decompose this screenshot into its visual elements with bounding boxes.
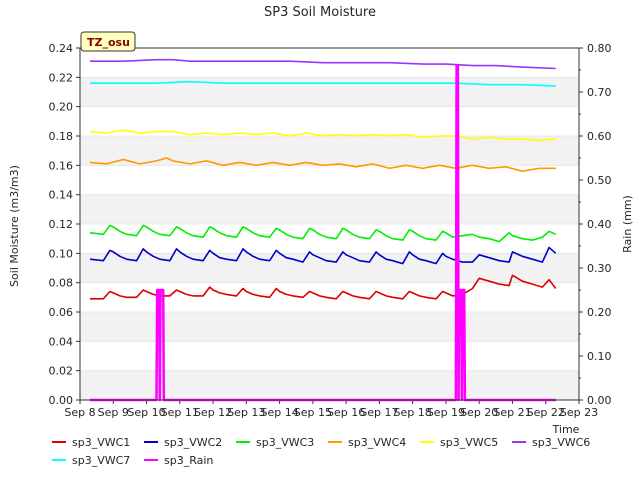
grid-band [80,312,579,342]
y2-tick-label: 0.60 [587,130,612,143]
y-tick-label: 0.18 [49,130,74,143]
y-tick-label: 0.22 [49,71,74,84]
y-tick-label: 0.10 [49,247,74,260]
plot-frame [79,47,580,401]
y2-axis-label: Rain (mm) [621,195,634,253]
y-tick-label: 0.24 [49,42,74,55]
x-tick-label: Sep 10 [127,406,165,419]
y2-tick-label: 0.30 [587,262,612,275]
series-line-sp3_VWC6 [90,58,556,70]
series-line-sp3_VWC3 [89,224,557,243]
y-tick-label: 0.06 [49,306,74,319]
y2-tick-label: 0.50 [587,174,612,187]
series-line-sp3_VWC4 [89,157,556,172]
x-tick-label: Sep 9 [98,406,129,419]
y2-tick-label: 0.80 [587,42,612,55]
y2-tick-label: 0.40 [587,218,612,231]
x-tick-label: Sep 23 [560,406,598,419]
y2-tick-label: 0.00 [587,394,612,407]
background-bands [80,77,579,400]
grid-band [80,370,579,400]
axis-ticks: 0.00 0.02 0.04 0.06 0.08 0.10 0.12 0.14 0.16 0.18… [49,42,612,419]
legend-label-sp3_VWC4: sp3_VWC4 [348,436,406,449]
y-tick-label: 0.00 [49,394,74,407]
y-tick-label: 0.12 [49,218,74,231]
legend-label-sp3_VWC5: sp3_VWC5 [440,436,498,449]
grid-band [80,77,579,107]
series-line-sp3_VWC5 [89,129,556,142]
x-tick-label: Sep 8 [64,406,95,419]
x-tick-label: Sep 11 [161,406,199,419]
x-tick-label: Sep 14 [260,406,298,419]
y-tick-label: 0.20 [49,101,74,114]
y-tick-label: 0.02 [49,365,74,378]
y-tick-label: 0.08 [49,277,74,290]
y-axis-label: Soil Moisture (m3/m3) [8,165,21,287]
series-line-sp3_Rain [90,64,556,402]
x-tick-label: Sep 17 [360,406,398,419]
x-axis-label: Time [552,423,580,436]
x-tick-label: Sep 15 [294,406,332,419]
site-badge-box [80,31,136,52]
y-tick-label: 0.14 [49,189,74,202]
y2-tick-label: 0.70 [587,86,612,99]
y-tick-label: 0.16 [49,159,74,172]
x-tick-label: Sep 20 [460,406,498,419]
legend: sp3_VWC1 sp3_VWC2 sp3_VWC3 sp3_VWC4 sp3_VWC5… [52,436,590,467]
grid-band [80,136,579,166]
x-tick-label: Sep 21 [493,406,531,419]
series-line-sp3_VWC7 [90,80,556,87]
chart-title: SP3 Soil Moisture [264,5,376,20]
legend-label-sp3_VWC3: sp3_VWC3 [256,436,314,449]
y-tick-label: 0.04 [49,335,74,348]
grid-band [80,194,579,224]
y2-tick-label: 0.20 [587,306,612,319]
y2-tick-label: 0.10 [587,350,612,363]
grid-band [80,253,579,283]
x-tick-label: Sep 12 [194,406,232,419]
series-lines [89,58,557,402]
legend-label-sp3_VWC2: sp3_VWC2 [164,436,222,449]
site-label: TZ_osu [87,36,130,49]
x-tick-label: Sep 16 [327,406,365,419]
x-tick-label: Sep 19 [427,406,465,419]
x-tick-label: Sep 13 [227,406,265,419]
series-line-sp3_VWC2 [89,246,557,265]
legend-label-sp3_VWC1: sp3_VWC1 [72,436,130,449]
legend-label-sp3_VWC6: sp3_VWC6 [532,436,590,449]
legend-label-sp3_VWC7: sp3_VWC7 [72,454,130,467]
x-tick-label: Sep 18 [394,406,432,419]
x-tick-label: Sep 22 [527,406,565,419]
site-badge: TZ_osu [80,31,136,52]
legend-label-sp3_Rain: sp3_Rain [164,454,213,467]
